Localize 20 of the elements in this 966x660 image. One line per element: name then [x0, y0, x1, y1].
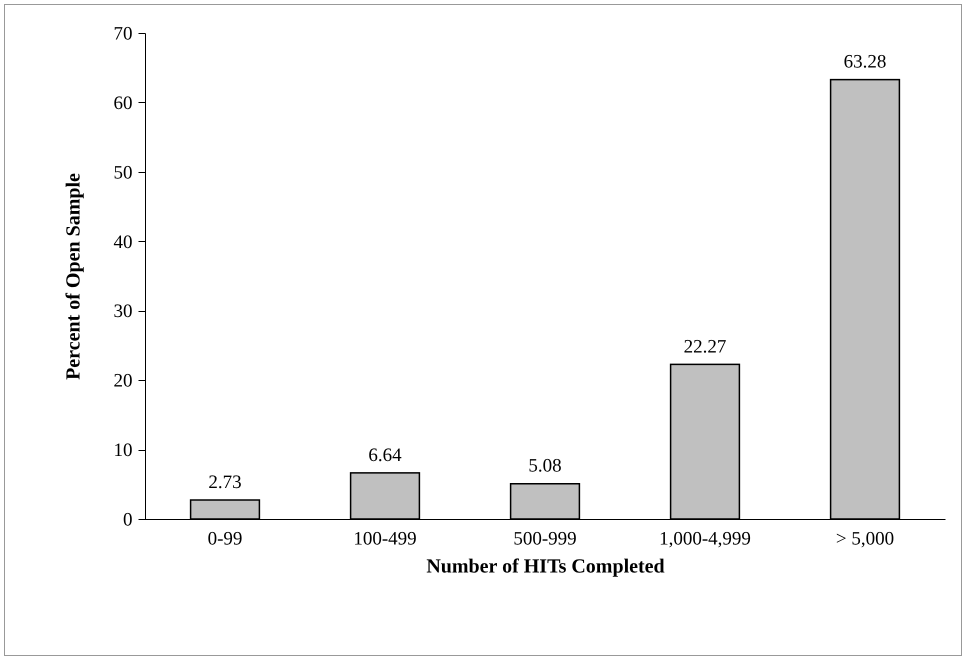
y-tick-label: 10 [114, 440, 132, 462]
y-tick-label: 20 [114, 370, 132, 392]
x-tick-label: 0-99 [208, 528, 242, 550]
y-tick-label: 40 [114, 232, 132, 253]
data-label: 2.73 [208, 472, 242, 494]
data-label: 6.64 [368, 444, 402, 466]
y-axis-title: Percent of Open Sample [62, 172, 84, 380]
y-tick-label: 70 [114, 24, 132, 44]
y-tick-label: 30 [114, 301, 132, 322]
y-tick-label: 0 [123, 510, 132, 530]
y-tick-label: 60 [114, 92, 132, 114]
data-label: 22.27 [684, 336, 726, 358]
data-label: 5.08 [528, 456, 562, 477]
y-tick-label: 50 [114, 162, 132, 184]
x-tick-label: 100-499 [353, 528, 417, 550]
x-axis-title: Number of HITs Completed [426, 556, 665, 578]
x-tick-label: > 5,000 [836, 528, 894, 550]
data-label: 63.28 [844, 52, 886, 73]
x-tick-label: 500-999 [513, 528, 577, 550]
x-tick-label: 1,000-4,999 [659, 528, 751, 550]
